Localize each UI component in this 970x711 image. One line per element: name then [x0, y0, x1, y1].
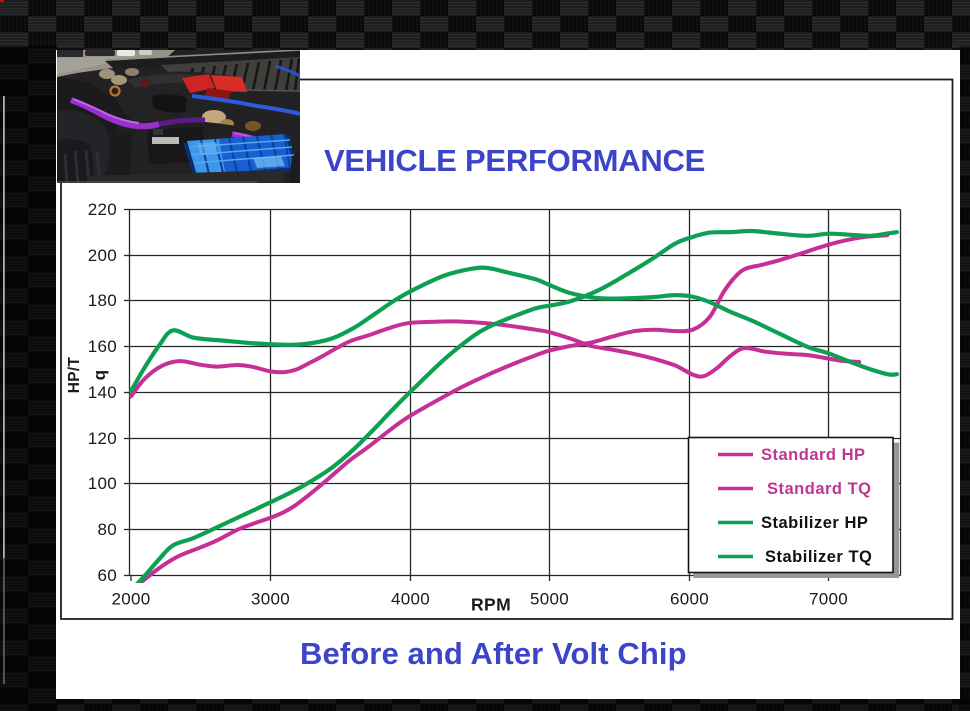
svg-text:100: 100: [88, 474, 117, 493]
svg-text:180: 180: [88, 291, 117, 310]
svg-text:140: 140: [88, 383, 117, 402]
svg-text:60: 60: [97, 566, 117, 585]
svg-text:2000: 2000: [111, 590, 150, 609]
svg-text:160: 160: [88, 337, 117, 356]
svg-text:6000: 6000: [670, 590, 709, 609]
svg-text:HP/T: HP/T: [66, 357, 83, 394]
svg-text:q: q: [90, 370, 109, 381]
svg-text:Standard HP: Standard HP: [761, 446, 866, 464]
svg-text:RPM: RPM: [471, 595, 511, 615]
svg-text:200: 200: [88, 246, 117, 265]
svg-text:4000: 4000: [391, 590, 430, 609]
svg-text:Stabilizer HP: Stabilizer HP: [761, 514, 868, 532]
svg-text:7000: 7000: [809, 590, 848, 609]
svg-text:120: 120: [88, 429, 117, 448]
svg-text:80: 80: [97, 520, 117, 539]
svg-text:3000: 3000: [251, 590, 290, 609]
svg-text:5000: 5000: [530, 590, 569, 609]
svg-text:220: 220: [88, 200, 117, 219]
svg-text:Standard TQ: Standard TQ: [767, 480, 872, 498]
svg-text:Stabilizer TQ: Stabilizer TQ: [765, 548, 872, 566]
